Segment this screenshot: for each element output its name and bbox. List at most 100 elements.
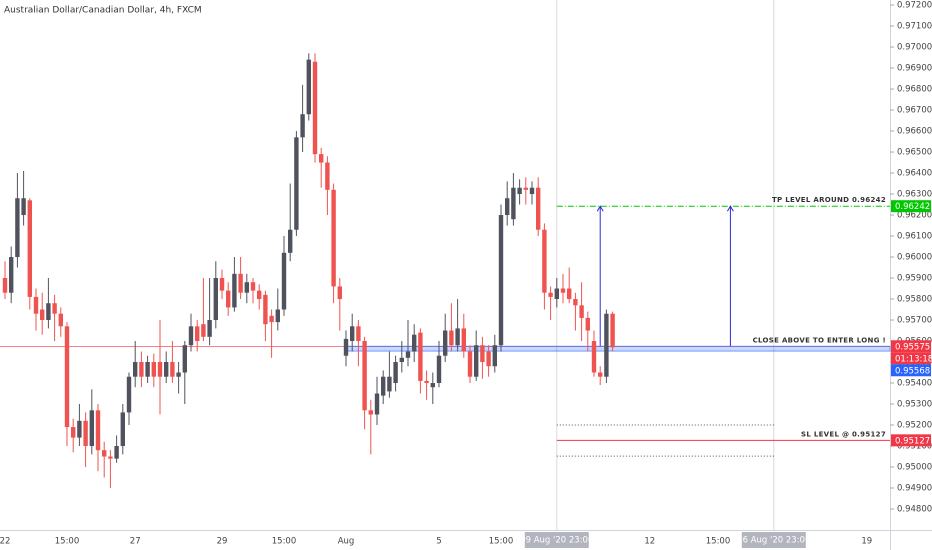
candle-body bbox=[244, 282, 249, 293]
candle-body bbox=[40, 309, 45, 321]
candle-body bbox=[102, 450, 107, 457]
candle-body bbox=[201, 324, 206, 337]
candle-body bbox=[263, 294, 268, 325]
y-tick-label: 0.95300 bbox=[897, 400, 932, 410]
candle-body bbox=[145, 362, 150, 377]
candle-body bbox=[604, 313, 609, 377]
y-tick-label: 0.96800 bbox=[897, 85, 932, 95]
y-tick-label: 0.96600 bbox=[897, 127, 932, 137]
candle-body bbox=[505, 198, 510, 216]
candle-body bbox=[151, 362, 156, 377]
candle-body bbox=[238, 273, 243, 293]
candle-body bbox=[560, 288, 566, 293]
x-tick-label: 19 bbox=[861, 537, 872, 547]
candle-body bbox=[362, 341, 367, 411]
x-tick-label: 12 bbox=[644, 537, 655, 547]
arrow-head bbox=[726, 205, 734, 212]
candle-body bbox=[430, 383, 435, 388]
candle-body bbox=[337, 286, 342, 300]
countdown-box bbox=[891, 352, 931, 365]
candle-body bbox=[573, 299, 578, 306]
chart-title: Australian Dollar/Canadian Dollar, 4h, F… bbox=[4, 6, 202, 16]
candle-body bbox=[461, 328, 466, 352]
candle-body bbox=[126, 376, 132, 413]
candle-body bbox=[46, 303, 51, 321]
x-tick-label: 15:00 bbox=[706, 537, 731, 547]
candle-body bbox=[368, 410, 373, 415]
candle-body bbox=[288, 229, 293, 253]
candle-body bbox=[188, 326, 194, 346]
y-tick-label: 0.96400 bbox=[897, 169, 932, 179]
time-highlight-label: 09 Aug '20 23:00 bbox=[520, 536, 593, 546]
price-tag-label: 0.96242 bbox=[895, 202, 930, 212]
candle-body bbox=[443, 330, 448, 356]
candle-body bbox=[207, 320, 212, 337]
candle-body bbox=[170, 362, 175, 377]
y-tick-label: 0.97200 bbox=[897, 1, 932, 11]
candle-body bbox=[89, 410, 94, 447]
candle-body bbox=[275, 309, 280, 323]
time-highlight-label: 16 Aug '20 23:00 bbox=[737, 536, 810, 546]
candle-body bbox=[306, 59, 311, 115]
y-tick-label: 0.96200 bbox=[897, 211, 932, 221]
x-tick-label: 27 bbox=[130, 537, 141, 547]
candle-body bbox=[232, 273, 237, 308]
price-tag-label: 0.95127 bbox=[895, 436, 930, 446]
candle-body bbox=[343, 338, 349, 356]
y-tick-label: 0.95800 bbox=[897, 295, 932, 305]
candle-body bbox=[312, 61, 318, 155]
x-tick-label: 15:00 bbox=[55, 537, 80, 547]
entry-zone bbox=[345, 345, 891, 352]
candle-body bbox=[157, 362, 163, 377]
candle-body bbox=[492, 345, 497, 367]
y-tick-label: 0.95200 bbox=[897, 421, 932, 431]
candle-body bbox=[486, 351, 491, 367]
candle-body bbox=[412, 334, 417, 352]
candle-body bbox=[350, 326, 355, 342]
candle-body bbox=[250, 282, 256, 291]
candle-body bbox=[424, 380, 429, 384]
time-highlight-box bbox=[524, 532, 589, 548]
candle-body bbox=[449, 330, 454, 346]
candle-body bbox=[27, 200, 32, 297]
candle-body bbox=[164, 362, 169, 377]
candle-body bbox=[387, 376, 392, 392]
candle-body bbox=[356, 326, 361, 342]
candle-body bbox=[542, 229, 547, 293]
y-tick-label: 0.96100 bbox=[897, 232, 932, 242]
y-tick-label: 0.96700 bbox=[897, 106, 932, 116]
candle-body bbox=[591, 341, 597, 373]
candle-body bbox=[52, 303, 57, 314]
candle-body bbox=[9, 257, 14, 293]
candle-body bbox=[548, 292, 553, 297]
x-tick-label: 22 bbox=[0, 537, 10, 547]
x-tick-label: 15:00 bbox=[489, 537, 514, 547]
candle-body bbox=[77, 420, 82, 438]
candle-body bbox=[517, 187, 522, 195]
price-tag-label: 0.95568 bbox=[895, 366, 930, 376]
y-tick-label: 0.97100 bbox=[897, 22, 932, 32]
candle-body bbox=[319, 154, 324, 163]
candle-body bbox=[511, 187, 516, 220]
candle-body bbox=[21, 198, 26, 216]
x-tick-label: Aug bbox=[338, 537, 355, 547]
candle-body bbox=[418, 332, 423, 381]
candle-body bbox=[579, 305, 584, 318]
price-tag bbox=[891, 340, 931, 353]
level-label: CLOSE ABOVE TO ENTER LONG ! bbox=[753, 336, 886, 344]
candle-body bbox=[133, 362, 138, 377]
candle-body bbox=[269, 315, 274, 323]
candle-body bbox=[120, 412, 125, 447]
candle-body bbox=[95, 410, 101, 451]
arrow-head bbox=[596, 205, 604, 212]
candle-body bbox=[529, 187, 535, 195]
y-tick-label: 0.96900 bbox=[897, 64, 932, 74]
candle-body bbox=[83, 420, 88, 447]
candle-body bbox=[554, 288, 559, 300]
level-label: SL LEVEL @ 0.95127 bbox=[801, 430, 886, 438]
candle-body bbox=[33, 296, 39, 314]
candle-body bbox=[523, 187, 528, 190]
candle-body bbox=[405, 351, 411, 358]
candle-body bbox=[257, 290, 262, 300]
